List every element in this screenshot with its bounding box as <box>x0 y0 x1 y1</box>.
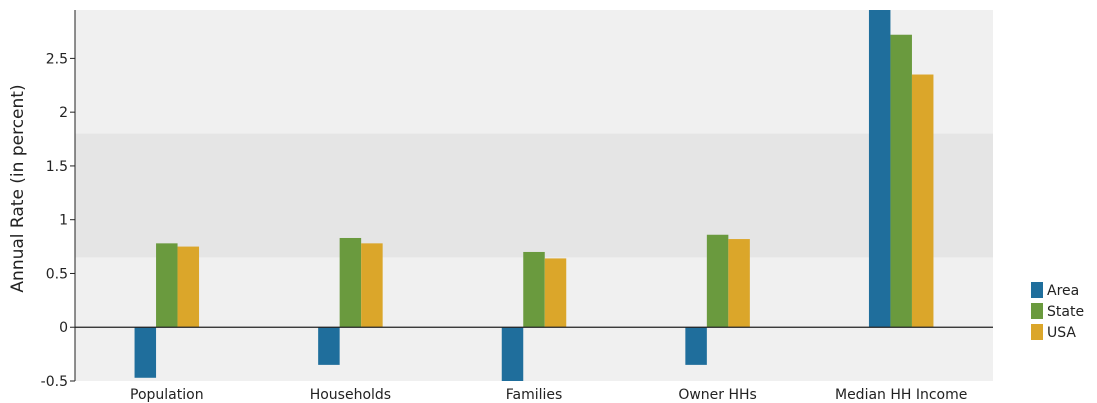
y-axis-title: Annual Rate (in percent) <box>8 84 28 292</box>
legend-label-usa[interactable]: USA <box>1047 325 1076 341</box>
legend-swatch-area <box>1031 282 1043 298</box>
legend-swatch-state <box>1031 303 1043 319</box>
y-tick-label: 1.5 <box>46 159 68 175</box>
x-tick-label: Families <box>506 387 563 403</box>
bar-state-population <box>156 243 178 328</box>
y-tick-label: 2 <box>59 105 68 121</box>
bar-state-median-hh-income <box>890 34 912 328</box>
legend-label-area[interactable]: Area <box>1047 283 1079 299</box>
bar-state-owner-hhs <box>706 234 729 328</box>
x-tick-label: Population <box>130 387 204 403</box>
x-tick-label: Median HH Income <box>835 387 967 403</box>
bar-usa-owner-hhs <box>728 239 750 328</box>
bar-area-owner-hhs <box>685 327 707 365</box>
bars-layer <box>134 10 934 381</box>
legend-swatch-usa <box>1031 324 1043 340</box>
y-tick-label: 0.5 <box>46 266 68 282</box>
bar-state-families <box>523 251 545 328</box>
legend[interactable]: Area State USA <box>1031 282 1084 341</box>
highlight-band <box>75 133 993 258</box>
y-tick-label: -0.5 <box>41 374 68 390</box>
bar-usa-population <box>177 246 200 328</box>
bar-usa-families <box>544 258 567 328</box>
bar-usa-median-hh-income <box>911 74 934 328</box>
x-ticks: Population Households Families Owner HHs Med… <box>130 387 967 403</box>
y-tick-label: 1 <box>59 213 68 229</box>
x-tick-label: Households <box>310 387 391 403</box>
x-tick-label: Owner HHs <box>678 387 757 403</box>
legend-label-state[interactable]: State <box>1047 304 1084 320</box>
bar-area-population <box>134 327 157 378</box>
bar-usa-households <box>361 243 383 328</box>
bar-area-median-hh-income <box>868 10 891 328</box>
y-tick-label: 2.5 <box>46 51 68 67</box>
y-ticks: -0.5 0 0.5 1 1.5 2 2.5 <box>41 51 75 390</box>
bar-area-households <box>318 327 340 365</box>
bar-area-families <box>501 327 524 381</box>
y-tick-label: 0 <box>59 320 68 336</box>
bar-state-households <box>339 237 362 328</box>
